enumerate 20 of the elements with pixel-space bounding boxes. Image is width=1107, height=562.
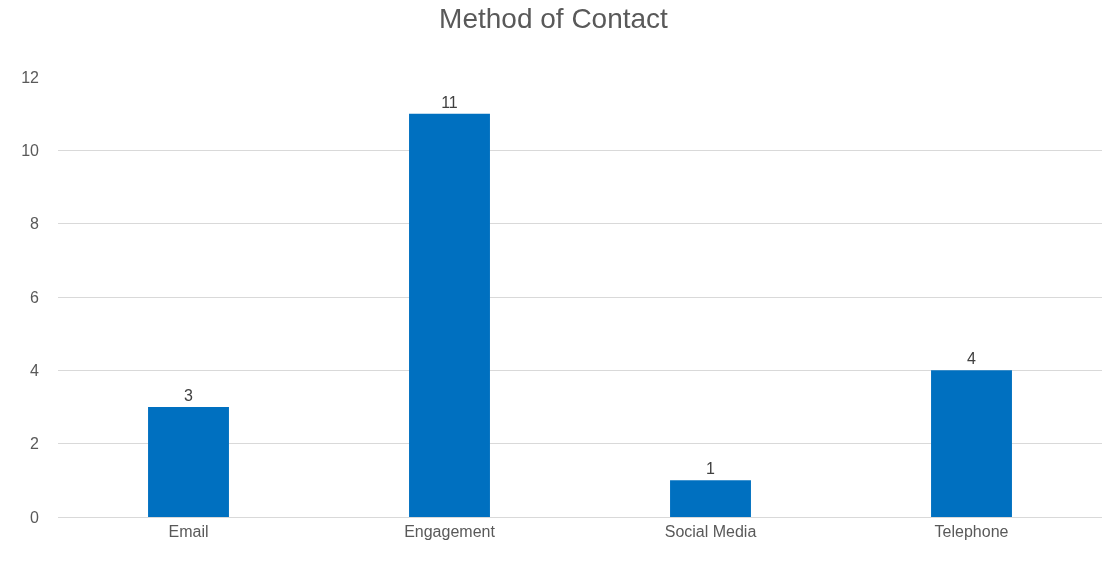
data-label: 11 — [441, 93, 458, 111]
chart-title: Method of Contact — [439, 3, 669, 35]
y-tick-label: 6 — [30, 288, 40, 306]
bar — [148, 407, 229, 517]
bar — [409, 113, 490, 517]
y-tick-label: 4 — [30, 361, 40, 379]
x-tick-label: Telephone — [934, 523, 1009, 541]
x-tick-label: Engagement — [404, 523, 496, 541]
y-tick-label: 8 — [30, 215, 40, 233]
y-tick-label: 2 — [30, 435, 40, 453]
y-tick-label: 12 — [21, 68, 40, 86]
data-label: 4 — [967, 350, 977, 368]
y-tick-label: 10 — [21, 141, 40, 159]
y-tick-label: 0 — [30, 508, 40, 526]
x-tick-label: Email — [168, 523, 209, 541]
data-label: 1 — [706, 460, 716, 478]
bar — [931, 370, 1012, 517]
bar — [670, 480, 751, 517]
x-tick-label: Social Media — [664, 523, 757, 541]
data-label: 3 — [184, 387, 194, 404]
